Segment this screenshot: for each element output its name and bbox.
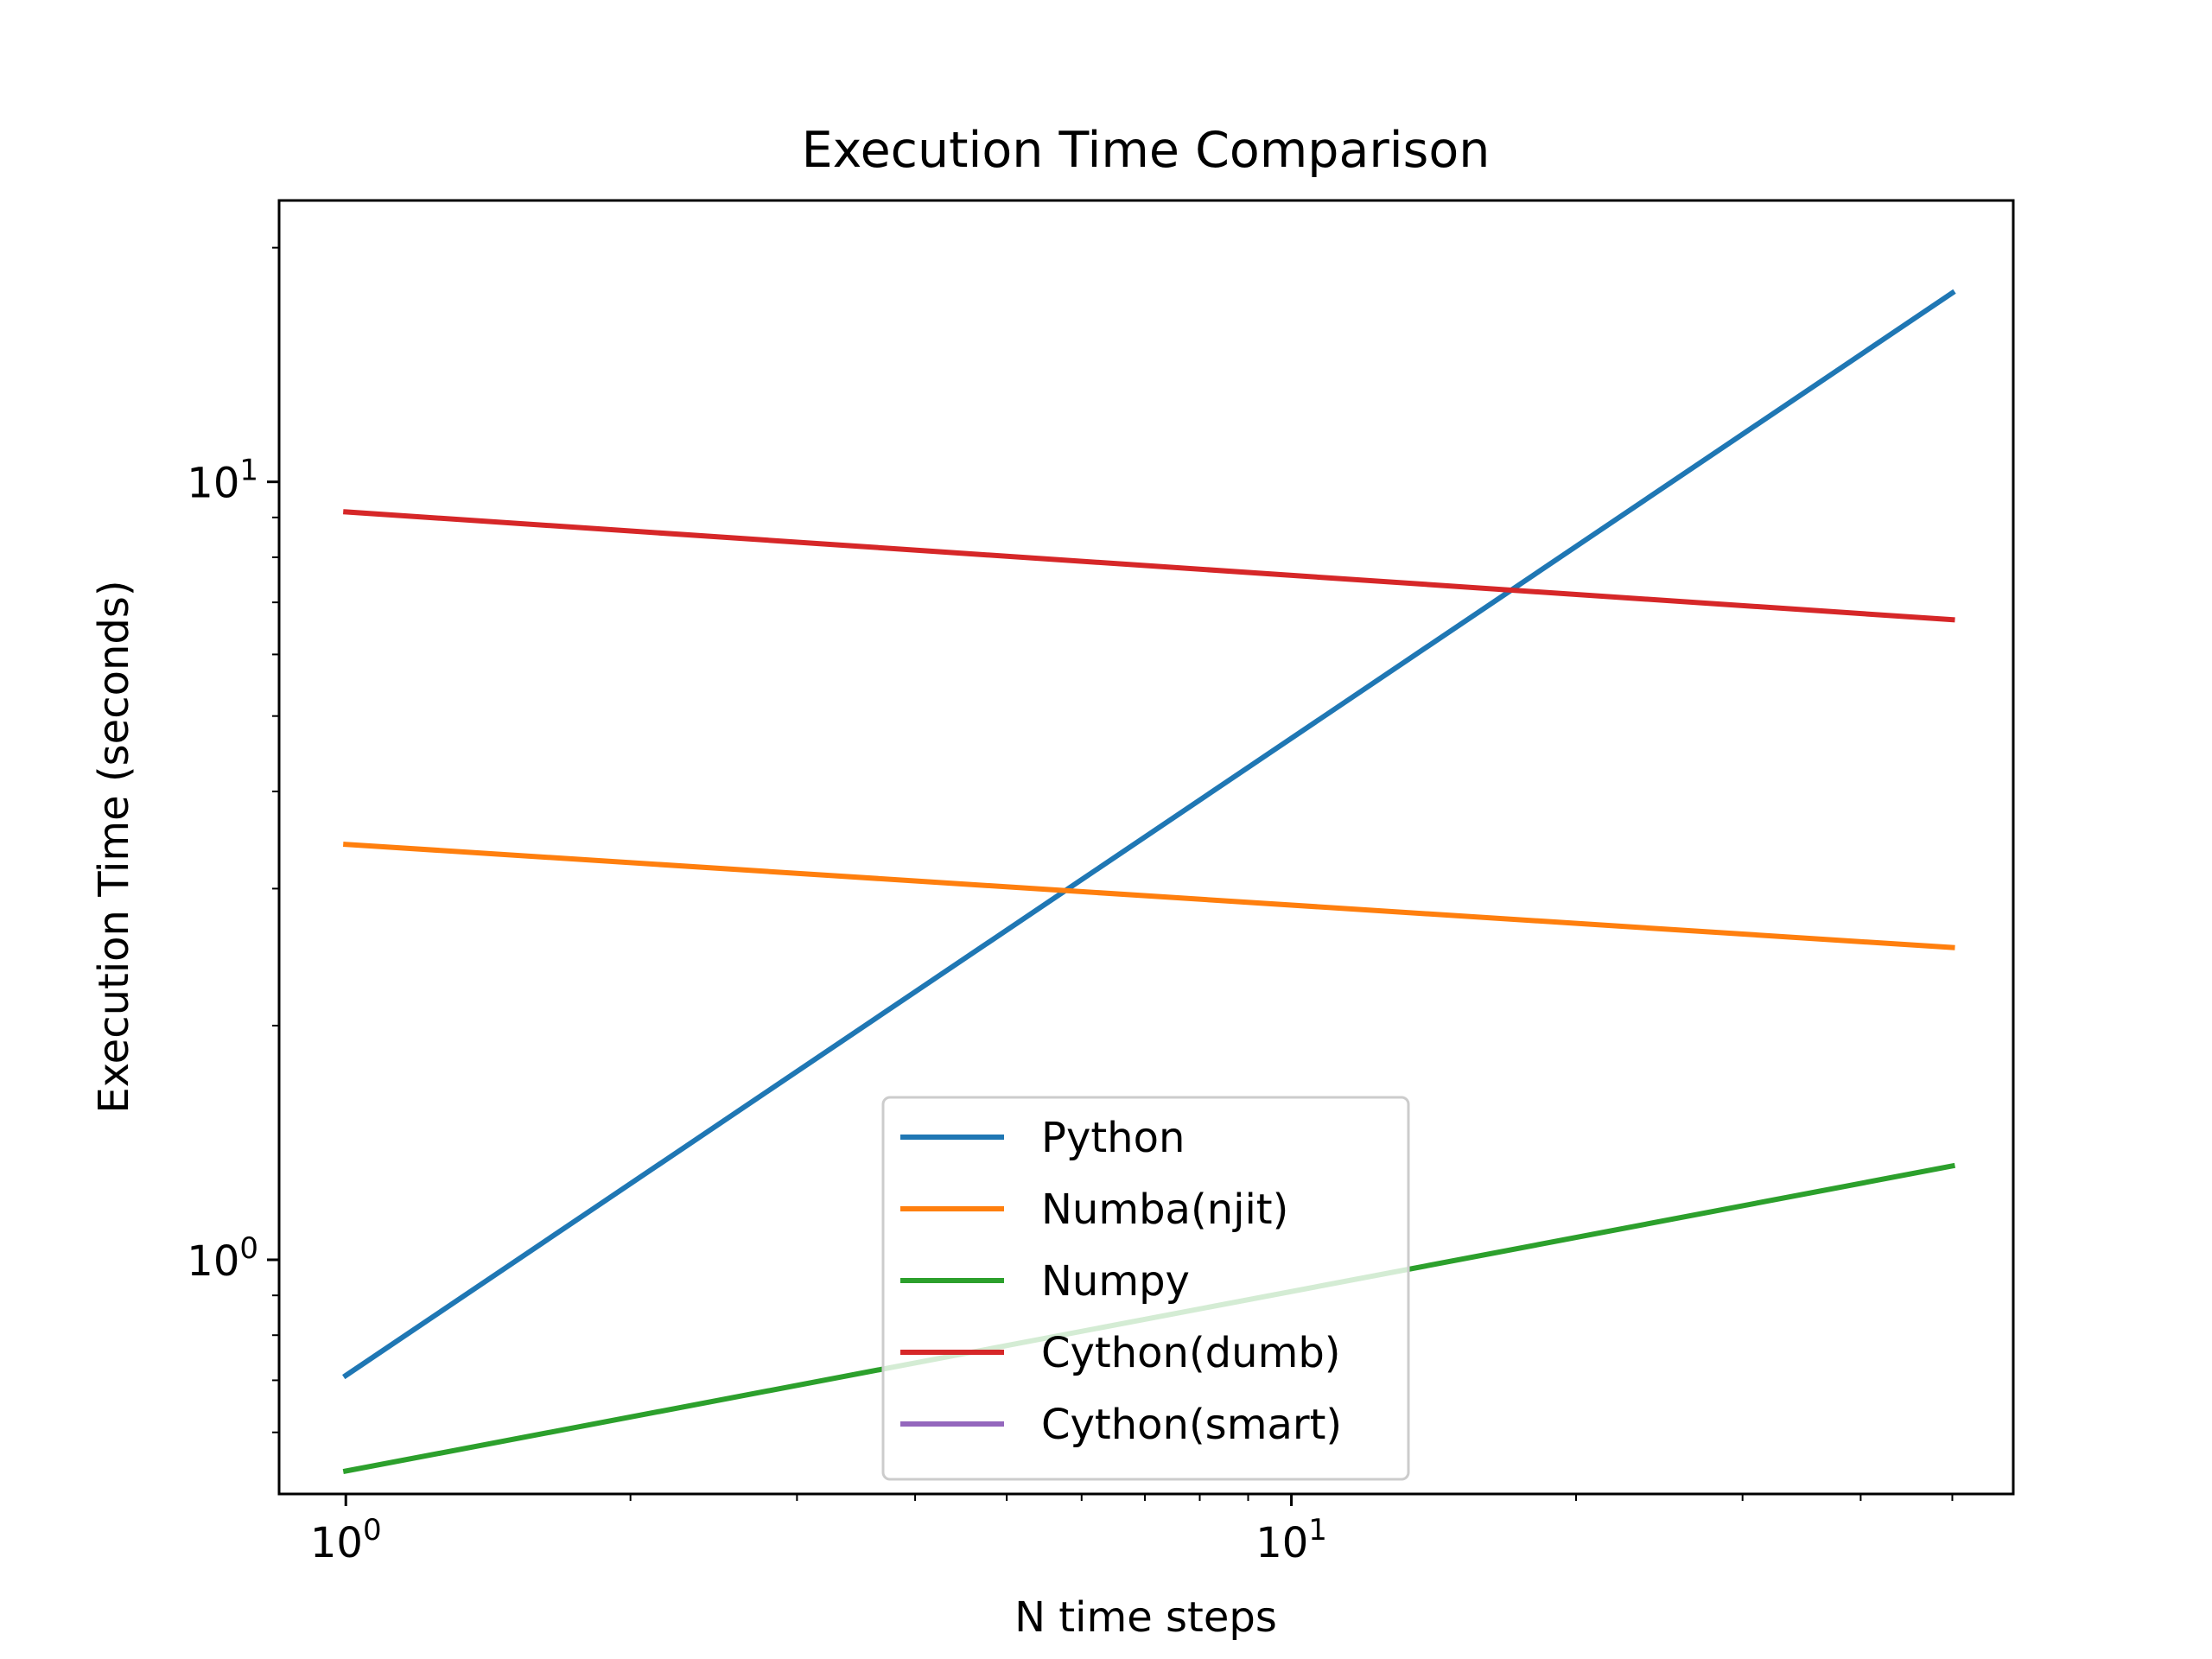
series-line-python (342, 289, 1956, 1380)
legend: Python Numba(njit) Numpy Cython(dumb) Cython… (881, 1096, 1410, 1481)
legend-label: Cython(smart) (1041, 1401, 1342, 1449)
legend-label: Numpy (1041, 1257, 1190, 1306)
legend-label: Numba(njit) (1041, 1185, 1288, 1234)
ticks-layer: 100 101 100 101 (187, 246, 1954, 1567)
chart-title: Execution Time Comparison (802, 122, 1491, 179)
legend-box (881, 1096, 1410, 1481)
series-line-numba-njit- (343, 842, 1955, 950)
plot-frame (277, 199, 2015, 1496)
legend-label: Python (1041, 1114, 1185, 1162)
series-line-cython-dumb- (343, 509, 1955, 623)
y-tick-label: 101 (187, 454, 258, 508)
y-axis-label: Execution Time (seconds) (90, 580, 138, 1113)
x-tick-label: 101 (1255, 1513, 1327, 1567)
y-tick-label: 100 (187, 1231, 258, 1286)
legend-label: Cython(dumb) (1041, 1329, 1341, 1377)
x-tick-label: 100 (310, 1513, 382, 1567)
x-axis-label: N time steps (1014, 1593, 1277, 1642)
